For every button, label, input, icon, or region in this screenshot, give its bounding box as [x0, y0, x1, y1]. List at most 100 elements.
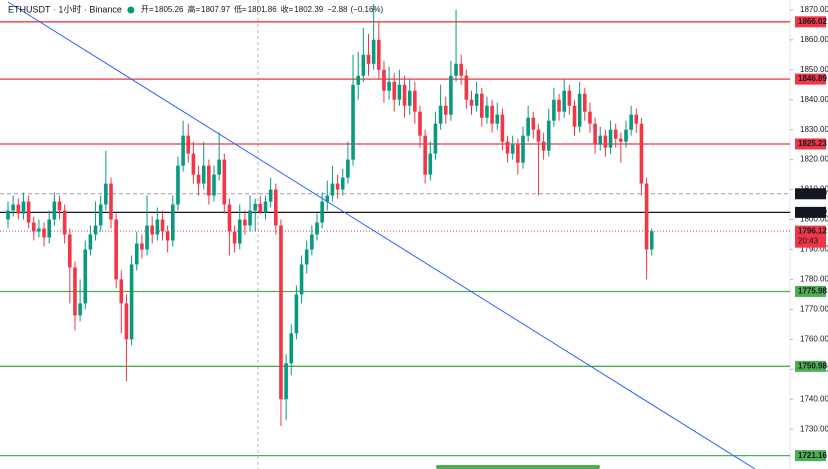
candle-body	[474, 93, 479, 106]
y-tick-label: 1740.00	[800, 394, 828, 403]
candle-body	[217, 159, 221, 175]
candle-body	[366, 54, 371, 64]
candle-body	[93, 225, 98, 235]
ohlc-value: 1805.26	[155, 5, 184, 14]
candle-body	[181, 135, 185, 166]
ohlc-label: 收=	[281, 4, 294, 14]
candle-body	[649, 231, 654, 250]
candle-body	[407, 90, 412, 106]
y-tick-label: 1870.00	[800, 5, 828, 14]
candle-body	[546, 120, 551, 151]
candle-body	[191, 153, 196, 175]
candle-body	[155, 219, 160, 235]
candle-body	[371, 39, 376, 64]
candle-body	[624, 129, 628, 142]
candle-body	[227, 204, 232, 232]
candle-body	[258, 203, 263, 213]
candle-body	[382, 69, 386, 91]
candle-body	[222, 159, 227, 205]
candle-body	[196, 174, 201, 184]
candle-body	[31, 222, 36, 232]
candle-body	[346, 159, 350, 178]
candle-body	[299, 264, 304, 295]
y-tick-label: 1800.00	[800, 215, 828, 224]
level-label: 1796.12	[798, 226, 827, 235]
candle-body	[320, 201, 324, 223]
candle-body	[134, 243, 139, 265]
candle-body	[480, 93, 484, 118]
candle-body	[104, 183, 108, 205]
candle-body	[289, 333, 294, 364]
candle-body	[634, 114, 639, 124]
candle-body	[274, 189, 278, 226]
candle-body	[37, 228, 41, 232]
candle-body	[423, 135, 427, 175]
candle-body	[176, 165, 180, 205]
candle-body	[294, 294, 299, 334]
status-dot	[127, 6, 135, 14]
candle-body	[268, 189, 273, 202]
y-tick-label: 1760.00	[800, 334, 828, 343]
candle-body	[165, 231, 170, 241]
candle-body	[402, 84, 407, 106]
candle-body	[613, 129, 618, 139]
candle-body	[413, 90, 417, 112]
candle-body	[232, 231, 237, 244]
candle-body	[516, 144, 520, 163]
candle-body	[335, 183, 340, 190]
y-tick-label: 1850.00	[800, 65, 828, 74]
trend-line	[7, 1, 756, 469]
candle-body	[114, 219, 118, 280]
candle-body	[315, 222, 319, 235]
candle-body	[531, 117, 536, 130]
level-label: 1802.39	[798, 207, 827, 216]
y-tick-label: 1770.00	[800, 304, 828, 313]
candle-body	[52, 201, 57, 220]
candle-body	[16, 204, 21, 214]
candle-body	[619, 138, 623, 142]
level-label: 1866.02	[798, 17, 827, 26]
candle-body	[78, 303, 82, 316]
candle-body	[237, 219, 242, 244]
y-tick-label: 1860.00	[800, 35, 828, 44]
level-label-box	[795, 285, 826, 297]
level-label: 1721.16	[798, 451, 827, 460]
candle-body	[351, 84, 355, 160]
candle-body	[279, 225, 283, 400]
candle-body	[119, 279, 124, 304]
level-label: 1846.89	[798, 74, 827, 83]
candle-body	[325, 195, 330, 202]
level-label: 1775.98	[798, 287, 827, 296]
candle-body	[124, 303, 129, 340]
candle-body	[361, 54, 366, 76]
candle-body	[47, 219, 51, 238]
scrollbar[interactable]	[436, 465, 600, 469]
ohlc-value: 1802.39	[294, 5, 323, 14]
candle-body	[201, 165, 206, 184]
y-tick-label: 1830.00	[800, 125, 828, 134]
level-label-box	[795, 16, 826, 28]
candle-body	[397, 84, 402, 100]
candle-body	[536, 129, 541, 142]
candle-body	[356, 75, 360, 85]
candle-body	[583, 93, 587, 112]
candle-body	[304, 249, 309, 265]
candle-body	[629, 114, 633, 130]
y-tick-label: 1840.00	[800, 95, 828, 104]
candle-body	[160, 219, 165, 232]
candle-body	[521, 135, 525, 163]
candle-body	[557, 99, 561, 112]
candle-body	[11, 204, 15, 211]
candle-body	[603, 135, 608, 148]
candle-body	[567, 90, 572, 106]
candle-body	[490, 105, 494, 124]
candle-body	[42, 228, 46, 238]
candle-body	[495, 114, 500, 124]
candle-body	[68, 234, 72, 268]
ohlc-label: 开=	[141, 5, 154, 14]
candle-body	[310, 234, 314, 250]
candle-body	[98, 204, 103, 226]
candle-body	[207, 165, 211, 196]
